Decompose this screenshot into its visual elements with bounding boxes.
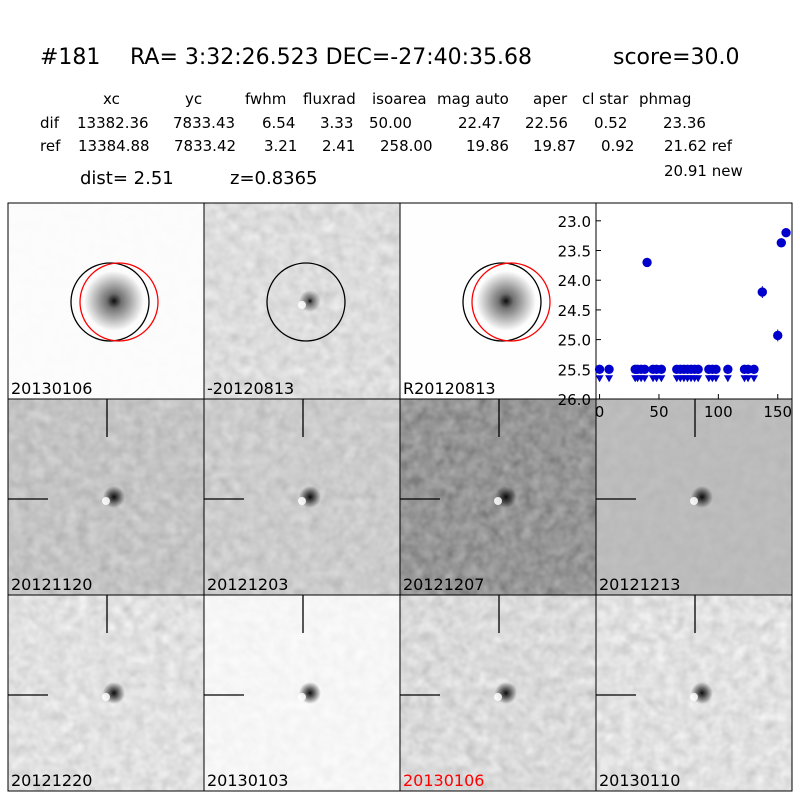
source-dipole <box>494 497 502 505</box>
column-header: cl star <box>582 90 629 108</box>
table-cell: 0.52 <box>594 114 627 132</box>
distance: dist= 2.51 <box>80 168 174 189</box>
data-point <box>693 364 703 375</box>
y-tick-label: 25.0 <box>558 332 591 350</box>
source-dipole <box>690 693 698 701</box>
panel-label: 20121220 <box>11 771 92 790</box>
table-cell: 22.56 <box>525 114 568 132</box>
table-cell: 19.87 <box>533 137 576 155</box>
row-label: dif <box>40 114 60 132</box>
data-point <box>781 227 791 238</box>
redshift: z=0.8365 <box>230 168 318 189</box>
table-cell: 13384.88 <box>78 137 150 155</box>
source-blob <box>476 271 536 331</box>
x-tick-label: 150 <box>763 403 792 421</box>
data-point <box>723 364 733 375</box>
column-header: yc <box>185 90 202 108</box>
column-header: phmag <box>639 90 691 108</box>
source-dipole <box>690 497 698 505</box>
upper-limit-arrow <box>744 375 753 383</box>
source-dipole <box>298 301 306 309</box>
aperture-ref <box>471 262 551 342</box>
phmag-new: 20.91 new <box>664 162 743 180</box>
panel-frame <box>595 594 793 792</box>
table-cell: 50.00 <box>369 114 412 132</box>
source-dipole <box>298 497 306 505</box>
table-cell: 2.41 <box>322 137 355 155</box>
aperture <box>70 262 150 342</box>
column-header: mag auto <box>437 90 509 108</box>
y-tick-label: 26.0 <box>558 391 591 409</box>
table-cell: 7833.42 <box>174 137 236 155</box>
panel-label: -20120813 <box>207 379 294 398</box>
y-tick-label: 23.0 <box>558 213 591 231</box>
aperture-ref <box>79 262 159 342</box>
column-header: fwhm <box>245 90 286 108</box>
data-point <box>594 364 605 375</box>
source-blob <box>84 271 144 331</box>
data-point <box>656 364 667 375</box>
data-point <box>757 287 768 297</box>
panel-label: 20121213 <box>599 575 680 594</box>
upper-limit-arrow <box>723 375 732 383</box>
upper-limit-arrow <box>657 375 666 383</box>
table-cell: 258.00 <box>380 137 433 155</box>
upper-limit-arrow <box>749 375 758 383</box>
upper-limit-arrow <box>595 375 604 383</box>
table-cell: 21.62 ref <box>664 137 733 155</box>
panel-label: 20121203 <box>207 575 288 594</box>
score: score=30.0 <box>613 45 740 70</box>
y-tick-label: 25.5 <box>558 361 591 379</box>
x-tick-label: 100 <box>704 403 733 421</box>
source-dipole <box>102 693 110 701</box>
panel-label: 20121207 <box>403 575 484 594</box>
panel-label: 20121120 <box>11 575 92 594</box>
y-tick-label: 23.5 <box>558 243 591 261</box>
upper-limit-arrow <box>640 375 649 383</box>
data-point <box>604 364 614 375</box>
candidate-id: #181 <box>40 45 100 70</box>
column-header: aper <box>533 90 568 108</box>
x-tick-label: 50 <box>649 403 668 421</box>
x-tick-label: 0 <box>595 403 605 421</box>
panel-label: 20130106 <box>403 771 484 790</box>
panel-label: 20130103 <box>207 771 288 790</box>
aperture <box>462 262 542 342</box>
table-cell: 3.21 <box>264 137 297 155</box>
data-point <box>776 238 787 248</box>
y-tick-label: 24.5 <box>558 302 591 320</box>
y-tick-label: 24.0 <box>558 272 591 290</box>
panel-label: R20120813 <box>403 379 496 398</box>
row-label: ref <box>40 137 61 155</box>
table-cell: 6.54 <box>262 114 295 132</box>
table-cell: 0.92 <box>601 137 634 155</box>
table-cell: 23.36 <box>663 114 706 132</box>
data-point <box>773 330 783 341</box>
source-dipole <box>298 693 306 701</box>
data-point <box>711 364 721 375</box>
column-header: fluxrad <box>303 90 356 108</box>
table-cell: 3.33 <box>320 114 353 132</box>
upper-limit-arrow <box>605 375 614 383</box>
table-cell: 22.47 <box>458 114 501 132</box>
source-dipole <box>494 693 502 701</box>
upper-limit-arrow <box>711 375 720 383</box>
panel-label: 20130106 <box>11 379 92 398</box>
column-header: xc <box>103 90 120 108</box>
upper-limit-arrow <box>694 375 703 383</box>
data-point <box>640 364 650 375</box>
aperture <box>266 262 346 342</box>
source-dipole <box>102 497 110 505</box>
data-point <box>642 257 652 268</box>
panel-label: 20130110 <box>599 771 680 790</box>
table-cell: 7833.43 <box>173 114 235 132</box>
data-point <box>749 364 759 375</box>
coordinates: RA= 3:32:26.523 DEC=-27:40:35.68 <box>130 45 532 70</box>
table-cell: 19.86 <box>466 137 509 155</box>
column-header: isoarea <box>372 90 427 108</box>
table-cell: 13382.36 <box>77 114 149 132</box>
